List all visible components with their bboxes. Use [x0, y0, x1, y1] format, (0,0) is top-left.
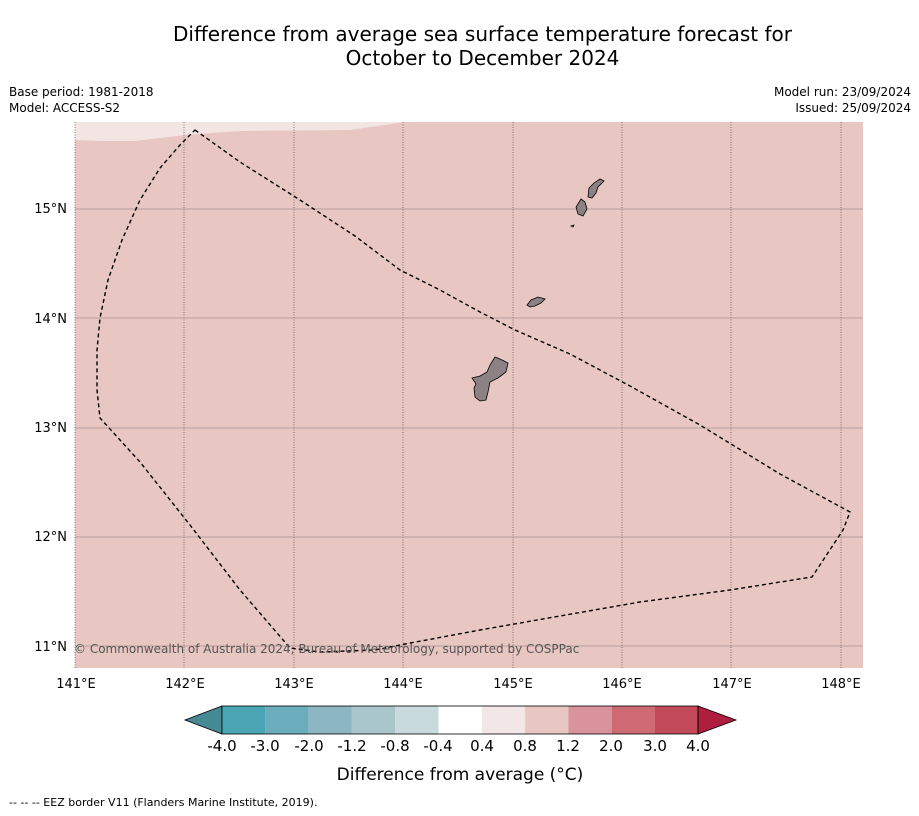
colorbar-segment	[481, 706, 526, 734]
map-title: Difference from average sea surface temp…	[75, 22, 890, 70]
lat-tick-15: 15°N	[34, 202, 67, 217]
lon-tick-144: 144°E	[383, 677, 423, 692]
rota-island	[526, 296, 546, 308]
colorbar-high-extension	[697, 705, 738, 735]
guam-island	[471, 356, 509, 402]
cb-tick: 2.0	[599, 737, 623, 755]
cb-tick: -1.2	[337, 737, 366, 755]
colorbar-segment	[395, 706, 439, 734]
gridlines	[74, 122, 863, 668]
colorbar-segment	[611, 706, 655, 734]
lon-tick-143: 143°E	[274, 677, 314, 692]
cb-tick: -0.4	[423, 737, 452, 755]
colorbar-segment	[655, 706, 698, 734]
cb-tick: 3.0	[643, 737, 667, 755]
eez-legend-note: -- -- -- EEZ border V11 (Flanders Marine…	[9, 796, 318, 809]
colorbar	[183, 705, 738, 735]
title-line-1: Difference from average sea surface temp…	[172, 22, 792, 46]
colorbar-frame	[221, 705, 699, 735]
colorbar-segment	[568, 706, 612, 734]
model-run: Model run: 23/09/2024	[773, 85, 911, 99]
colorbar-segment	[265, 706, 309, 734]
lon-tick-145: 145°E	[493, 677, 533, 692]
meta-left: Base period: 1981-2018 Model: ACCESS-S2	[9, 84, 154, 116]
base-period: Base period: 1981-2018	[9, 85, 154, 99]
lat-tick-14: 14°N	[34, 312, 67, 327]
lat-tick-13: 13°N	[34, 421, 67, 436]
cb-tick: -2.0	[294, 737, 323, 755]
lat-tick-11: 11°N	[34, 640, 67, 655]
eez-border	[96, 129, 851, 653]
saipan-island	[587, 178, 605, 199]
cb-tick: 0.8	[513, 737, 537, 755]
colorbar-tick-labels: -4.0 -3.0 -2.0 -1.2 -0.8 -0.4 0.4 0.8 1.…	[207, 737, 710, 755]
light-anomaly-band	[75, 122, 405, 141]
issued-date: Issued: 25/09/2024	[795, 101, 911, 115]
lon-tick-146: 146°E	[602, 677, 642, 692]
colorbar-segment	[525, 706, 569, 734]
cb-tick: -3.0	[250, 737, 279, 755]
model-name: Model: ACCESS-S2	[9, 101, 121, 115]
colorbar-segment	[308, 706, 352, 734]
sst-anomaly-field	[75, 122, 863, 668]
land-masses	[471, 178, 605, 402]
colorbar-segment	[222, 706, 266, 734]
lon-tick-labels: 141°E 142°E 143°E 144°E 145°E 146°E 147°…	[56, 677, 861, 692]
cb-tick: 4.0	[686, 737, 710, 755]
cb-tick: -4.0	[207, 737, 236, 755]
colorbar-segment	[438, 706, 482, 734]
map-credit: © Commonwealth of Australia 2024, Bureau…	[74, 642, 579, 656]
lon-tick-142: 142°E	[165, 677, 205, 692]
colorbar-low-extension	[183, 705, 223, 735]
lon-tick-141: 141°E	[56, 677, 96, 692]
lat-tick-12: 12°N	[34, 530, 67, 545]
aguijan-islet	[569, 224, 575, 228]
cb-tick: 1.2	[556, 737, 580, 755]
lon-tick-148: 148°E	[821, 677, 861, 692]
title-line-2: October to December 2024	[345, 46, 620, 70]
colorbar-label: Difference from average (°C)	[337, 765, 584, 785]
lon-tick-147: 147°E	[712, 677, 752, 692]
tinian-island	[575, 198, 588, 217]
colorbar-segment	[351, 706, 396, 734]
lat-tick-labels: 15°N 14°N 13°N 12°N 11°N	[34, 202, 67, 655]
cb-tick: 0.4	[470, 737, 494, 755]
cb-tick: -0.8	[380, 737, 409, 755]
meta-right: Model run: 23/09/2024 Issued: 25/09/2024	[774, 84, 911, 116]
